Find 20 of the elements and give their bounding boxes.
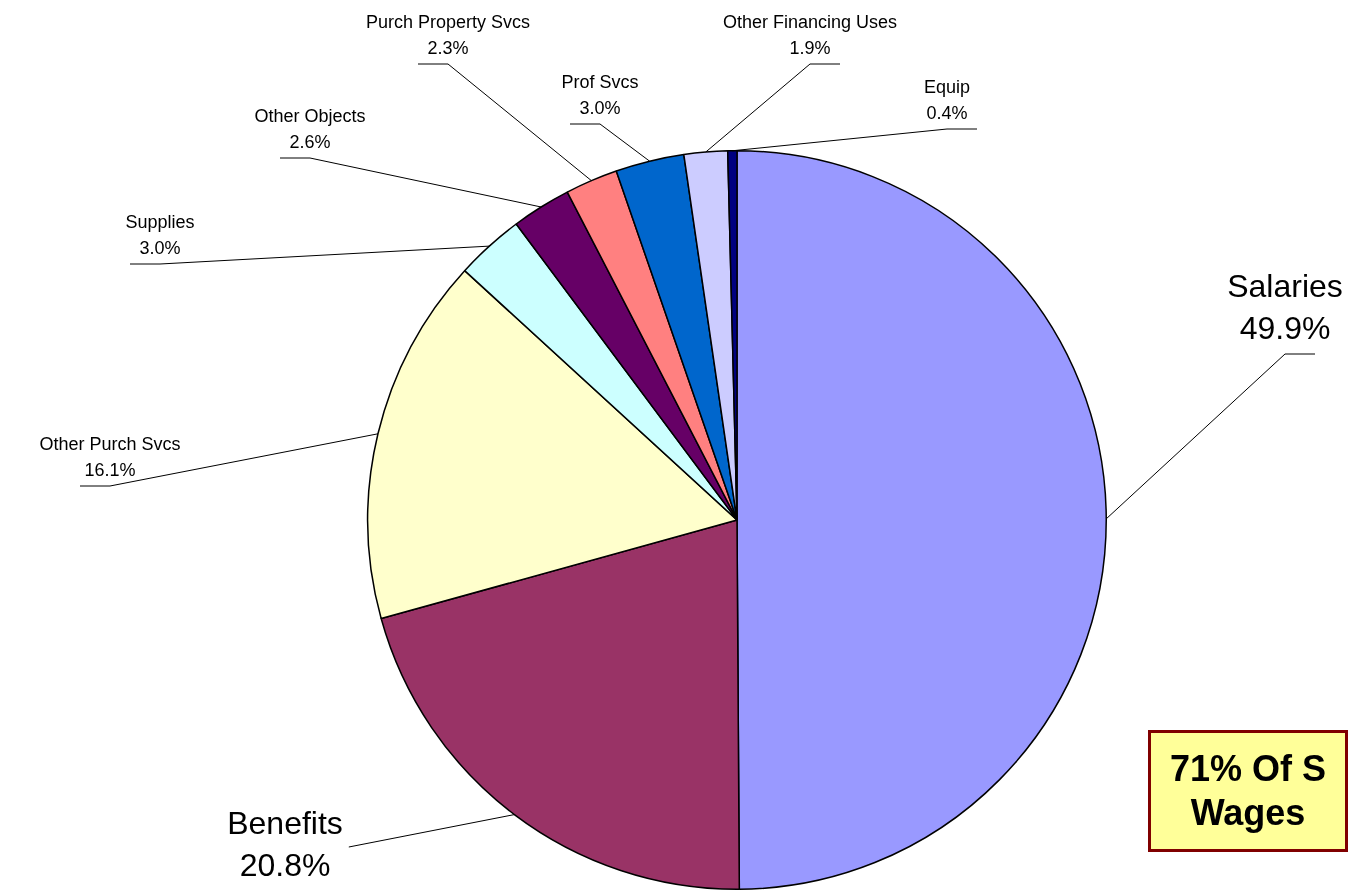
data-label: 20.8% xyxy=(239,846,331,883)
data-label: 3.0% xyxy=(579,97,621,118)
slice-label: Equip xyxy=(923,76,971,97)
slice-label: Salaries xyxy=(1227,267,1343,304)
data-label: 49.9% xyxy=(1239,309,1331,346)
data-label: 16.1% xyxy=(84,459,136,480)
slice-label: Purch Property Svcs xyxy=(365,11,531,32)
slice-label: Other Financing Uses xyxy=(722,11,898,32)
data-label: 0.4% xyxy=(926,102,968,123)
slice-label: Other Purch Svcs xyxy=(39,433,181,454)
slice-label: Prof Svcs xyxy=(561,71,639,92)
slice-label: Other Objects xyxy=(254,105,366,126)
text: 71% Of S xyxy=(1169,747,1327,791)
data-label: 2.3% xyxy=(427,37,469,58)
text: Wages xyxy=(1190,791,1306,835)
data-label: 1.9% xyxy=(789,37,831,58)
data-label: 2.6% xyxy=(289,131,331,152)
slice-label: Supplies xyxy=(125,211,195,232)
data-label: 3.0% xyxy=(139,237,181,258)
slice-label: Benefits xyxy=(227,804,343,841)
